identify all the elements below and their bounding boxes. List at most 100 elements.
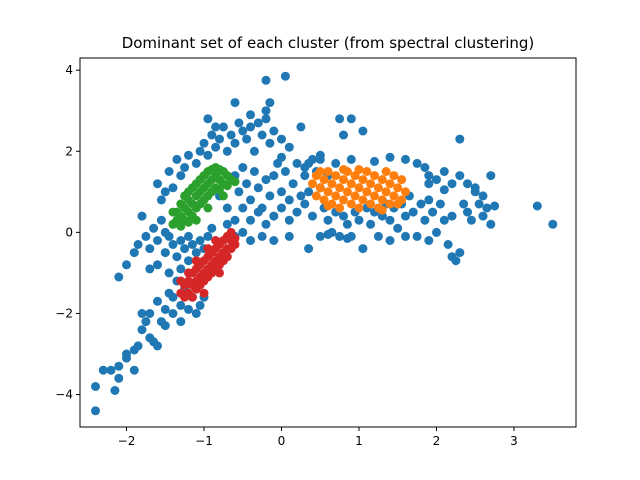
data-point-0-14 — [141, 317, 151, 327]
data-point-0-106 — [234, 187, 244, 197]
chart-title: Dominant set of each cluster (from spect… — [121, 34, 535, 52]
data-point-0-229 — [439, 185, 449, 195]
data-point-0-87 — [242, 134, 252, 144]
data-point-0-96 — [211, 122, 221, 132]
data-point-0-50 — [164, 268, 174, 278]
data-point-0-71 — [176, 171, 186, 181]
data-point-0-108 — [242, 179, 252, 189]
x-tick-label: −2 — [118, 434, 136, 448]
data-point-3-12 — [335, 183, 345, 193]
data-point-3-38 — [385, 199, 395, 209]
data-point-0-119 — [284, 195, 294, 205]
data-point-0-189 — [443, 240, 453, 249]
data-point-1-39 — [184, 268, 193, 278]
data-point-0-30 — [184, 304, 193, 314]
data-point-0-85 — [234, 118, 244, 128]
data-point-3-20 — [350, 191, 360, 201]
data-point-2-43 — [203, 203, 213, 213]
data-point-0-154 — [277, 152, 286, 162]
x-tick-label: −1 — [195, 434, 213, 448]
data-point-0-117 — [277, 187, 286, 197]
data-point-3-48 — [354, 165, 364, 174]
data-point-0-227 — [478, 191, 488, 201]
data-point-0-182 — [416, 199, 426, 209]
data-point-1-34 — [222, 252, 232, 262]
data-point-0-146 — [300, 199, 310, 209]
data-point-0-134 — [284, 215, 294, 225]
data-point-0-49 — [164, 231, 174, 241]
data-point-2-46 — [211, 169, 221, 179]
data-point-0-107 — [238, 163, 248, 172]
data-point-3-39 — [385, 179, 395, 189]
data-point-0-192 — [455, 248, 465, 258]
data-point-0-73 — [184, 150, 193, 160]
data-point-0-63 — [203, 231, 213, 241]
data-point-0-221 — [432, 175, 441, 185]
points-layer — [91, 71, 558, 416]
data-point-1-46 — [226, 227, 236, 237]
data-point-0-224 — [455, 171, 465, 181]
data-point-3-42 — [393, 183, 403, 193]
data-point-3-16 — [342, 187, 352, 197]
data-point-0-207 — [385, 236, 395, 245]
data-point-3-10 — [331, 191, 341, 201]
x-tick-label: 2 — [433, 434, 441, 448]
data-point-3-23 — [354, 203, 364, 213]
data-point-0-82 — [222, 146, 232, 156]
data-point-0-167 — [358, 244, 368, 254]
data-point-0-100 — [261, 75, 271, 85]
data-point-0-185 — [428, 207, 438, 217]
data-point-0-59 — [187, 240, 197, 249]
data-point-0-217 — [401, 154, 410, 164]
data-point-0-111 — [253, 183, 263, 193]
data-point-0-129 — [246, 215, 255, 225]
data-point-0-205 — [323, 229, 333, 239]
data-point-3-45 — [401, 187, 410, 197]
data-point-0-110 — [249, 167, 259, 176]
data-point-0-9 — [129, 365, 139, 375]
data-point-3-35 — [377, 195, 387, 205]
data-point-0-178 — [401, 211, 410, 221]
data-point-0-13 — [137, 309, 147, 318]
data-point-0-11 — [133, 341, 143, 351]
data-point-3-19 — [346, 179, 356, 189]
data-point-3-32 — [373, 183, 383, 193]
data-point-3-30 — [370, 191, 379, 201]
ticks-layer: −2 −1 0 1 2 3 −4 −2 0 2 4 — [55, 63, 518, 448]
data-point-0-124 — [304, 187, 314, 197]
data-point-0-69 — [168, 183, 178, 193]
y-tick-label: 0 — [65, 225, 73, 239]
data-point-0-135 — [292, 207, 302, 217]
data-point-0-6 — [114, 361, 124, 371]
data-point-2-45 — [168, 207, 178, 217]
data-point-0-90 — [253, 118, 263, 128]
data-point-0-198 — [478, 211, 488, 221]
data-point-0-190 — [447, 211, 457, 221]
data-point-0-70 — [172, 154, 182, 164]
data-point-3-13 — [335, 203, 345, 213]
data-point-0-24 — [168, 309, 178, 318]
data-point-0-104 — [284, 142, 294, 152]
data-point-1-45 — [176, 276, 186, 286]
data-point-0-223 — [447, 179, 457, 189]
data-point-0-181 — [412, 231, 422, 241]
data-point-0-77 — [203, 150, 213, 160]
data-point-0-158 — [323, 215, 333, 225]
data-point-3-15 — [339, 195, 348, 205]
data-point-0-37 — [129, 248, 139, 258]
data-point-0-220 — [424, 171, 434, 181]
data-point-0-144 — [269, 236, 279, 245]
data-point-0-120 — [288, 179, 298, 189]
data-point-1-42 — [215, 268, 224, 278]
data-point-0-226 — [470, 183, 480, 193]
data-point-0-35 — [114, 272, 124, 282]
data-point-0-204 — [304, 244, 314, 254]
data-point-0-155 — [308, 211, 317, 221]
data-point-0-83 — [226, 130, 236, 140]
data-point-0-45 — [153, 260, 162, 270]
data-point-0-40 — [141, 231, 151, 241]
data-point-0-213 — [331, 158, 341, 168]
data-point-0-216 — [385, 152, 395, 162]
data-point-3-31 — [370, 171, 379, 181]
data-point-0-193 — [459, 199, 469, 209]
